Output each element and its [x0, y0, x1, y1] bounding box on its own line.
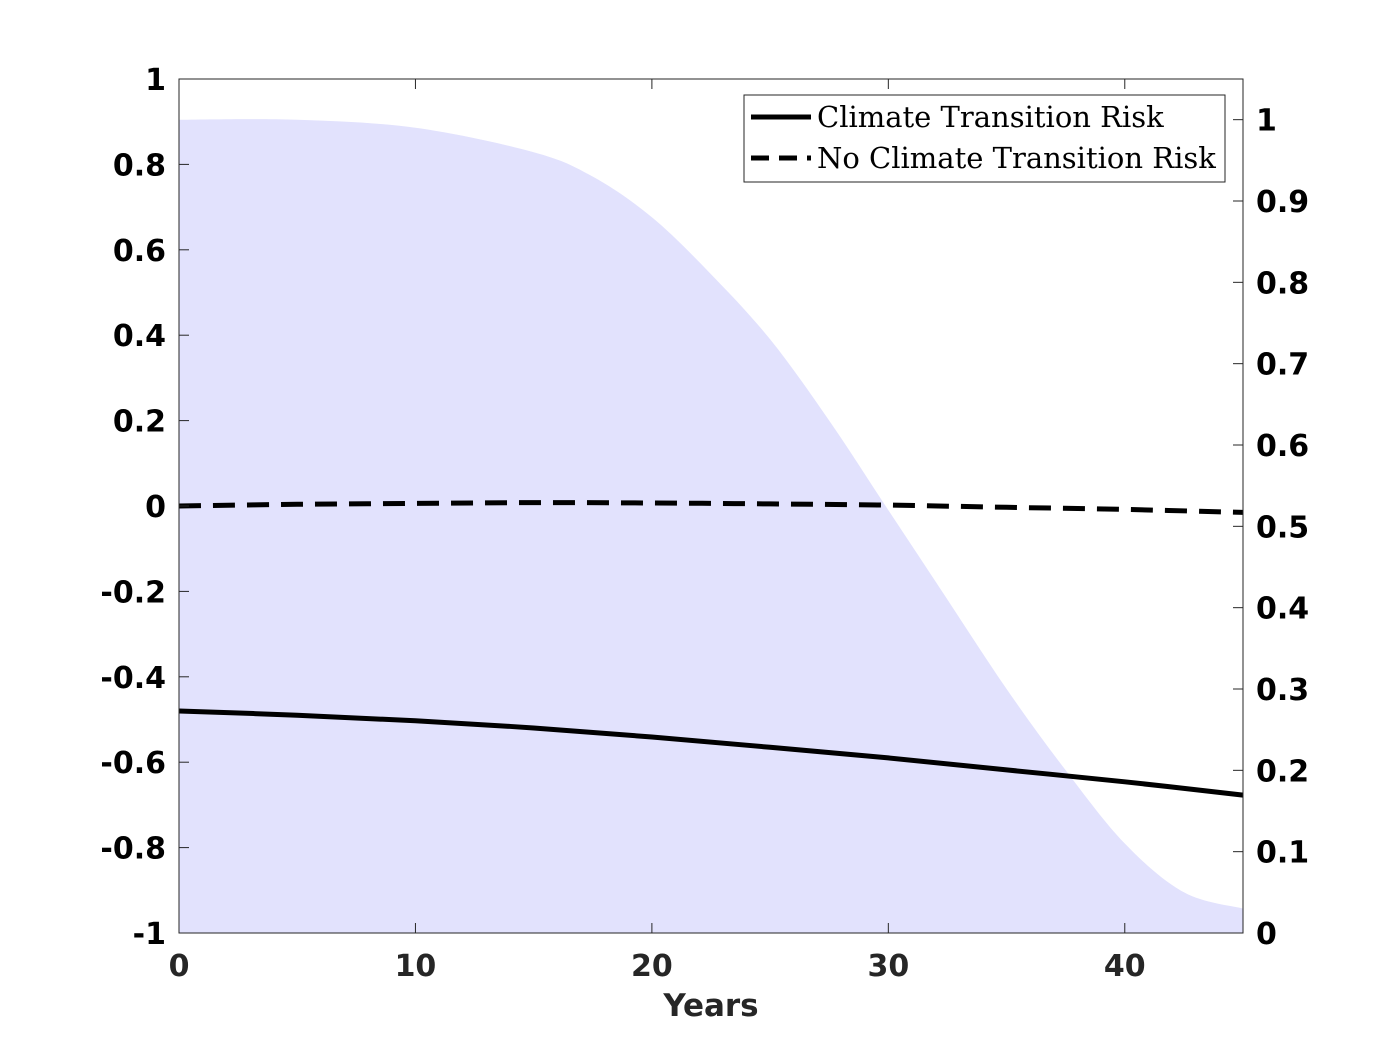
series-line-climate-transition-risk [178, 708, 1244, 798]
x-tick-label: 10 [395, 949, 437, 984]
x-tick-label: 40 [1104, 949, 1146, 984]
y2-tick-label: 1 [1256, 104, 1277, 139]
y-tick-label: -0.8 [100, 832, 166, 867]
x-tick-label: 0 [169, 949, 190, 984]
y2-tick-label: 0 [1256, 917, 1277, 952]
y-tick-label: -0.2 [100, 575, 166, 610]
y2-tick-label: 0.7 [1256, 348, 1309, 383]
y2-tick-label: 0.2 [1256, 754, 1309, 789]
y2-tick-label: 0.3 [1256, 673, 1309, 708]
y2-tick-label: 0.8 [1256, 266, 1309, 301]
transition-probability-area [179, 119, 1243, 934]
legend-box [743, 94, 1226, 183]
y2-tick-label: 0.4 [1256, 592, 1309, 627]
legend-label-climate-transition-risk: Climate Transition Risk [817, 100, 1164, 134]
y-tick-label: 1 [145, 63, 166, 98]
series-line-no-climate-transition-risk [178, 500, 1244, 515]
y-tick-label: 0.6 [113, 234, 166, 269]
legend-label-no-climate-transition-risk: No Climate Transition Risk [817, 141, 1216, 175]
y-tick-label: -0.6 [100, 746, 166, 781]
x-tick-label: 30 [867, 949, 909, 984]
y-tick-label: -1 [133, 917, 166, 952]
shaded-area-layer [179, 119, 1243, 934]
y2-tick-label: 0.1 [1256, 836, 1309, 871]
y-tick-label: 0.2 [113, 405, 166, 440]
y2-tick-label: 0.5 [1256, 510, 1309, 545]
y-tick-label: 0 [145, 490, 166, 525]
y-tick-label: 0.8 [113, 148, 166, 183]
series-layer [178, 500, 1244, 798]
x-axis-label: Years [662, 988, 758, 1024]
ticks-layer: 0 10 20 30 40-1-0.8-0.6-0.4-0.200.20.40.60.8… [100, 63, 1309, 984]
y2-tick-label: 0.6 [1256, 429, 1309, 464]
legend: Climate Transition Risk No Climate Trans… [743, 94, 1226, 183]
y-tick-label: 0.4 [113, 319, 166, 354]
y2-tick-label: 0.9 [1256, 185, 1309, 220]
x-tick-label: 20 [631, 949, 673, 984]
y-tick-label: -0.4 [100, 661, 166, 696]
